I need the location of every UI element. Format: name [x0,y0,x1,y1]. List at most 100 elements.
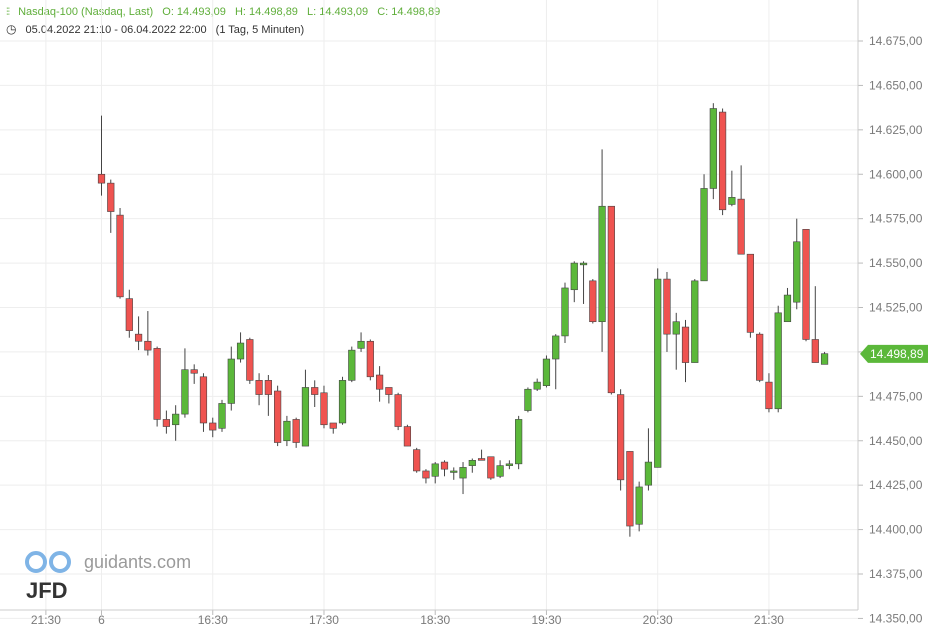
candle-down [746,253,754,338]
candle-body [709,108,717,189]
last-price-marker: 14.498,89 [860,344,928,363]
candle-up [524,387,532,413]
logo-mark-text: JFD [26,578,68,603]
candle-body [589,280,597,323]
candle-body [394,394,402,427]
candle-up [181,348,189,418]
candle-up [820,351,829,365]
candle-down [125,289,133,338]
candle-body [403,426,412,447]
period-range: 05.04.2022 21:10 - 06.04.2022 22:00 [25,24,207,36]
y-tick-label: 14.550,00 [869,256,923,270]
candle-body [199,376,208,424]
chart-grid [0,0,858,619]
candle-down [765,373,773,413]
x-tick-label: 20:30 [643,613,673,627]
candle-body [681,326,690,363]
y-axis: 14.675,00 14.650,00 14.625,00 14.600,00 14.5… [857,0,923,625]
candle-body [793,241,801,303]
candle-body [570,262,578,291]
candle-body [607,205,615,394]
candle-up [552,334,560,390]
candle-body [820,353,829,365]
candle-body [431,463,439,477]
candle-body [162,419,170,427]
candle-body [144,340,152,351]
candle-body [292,419,300,443]
candle-body [477,458,486,461]
candle-body [190,369,198,374]
candle-body [107,182,115,212]
candle-body [97,173,106,184]
candle-down [403,424,412,447]
candle-body [209,422,217,431]
candle-body [283,420,291,442]
candle-down [246,337,254,384]
candle-up [728,170,736,207]
candle-up [468,458,476,473]
candle-up [570,261,578,303]
candles [97,103,829,537]
y-tick-label: 14.375,00 [869,567,923,581]
x-tick-label: 21:30 [754,613,784,627]
candle-body [255,380,263,395]
candle-body [579,262,588,266]
candle-down [718,108,727,216]
candle-body [450,470,458,473]
candle-body [626,451,634,527]
candle-down [329,422,337,434]
candle-body [274,390,282,443]
candle-body [774,312,782,410]
candle-body [635,486,643,525]
candle-down [440,460,449,477]
candle-up [561,282,569,344]
candle-body [644,461,653,486]
candle-up [774,305,782,413]
candle-body [505,463,513,466]
candle-body [756,333,764,381]
instrument-name: Nasdaq-100 (Nasdaq, Last) [18,6,154,18]
candle-up [654,268,662,468]
candle-up [450,467,458,480]
guidants-logo-text: guidants.com [84,552,192,572]
candle-body [338,380,347,424]
candle-body [413,449,421,472]
candle-up [644,428,653,491]
candle-down [802,229,810,342]
candle-body [348,349,356,381]
candle-body [440,461,449,470]
candle-down [385,387,393,404]
open-value: O: 14.493,09 [162,6,226,18]
candle-body [552,335,560,360]
high-value: H: 14.498,89 [234,6,298,18]
candle-body [598,205,606,323]
candle-down [487,456,495,480]
candle-body [718,111,727,211]
candles-icon: ⫶⫶ [6,7,10,18]
clock-icon: ◷ [6,22,17,36]
candle-up [227,346,235,411]
candle-down [320,385,328,429]
candle-body [227,358,235,404]
candle-down [199,373,208,432]
candle-up [301,369,310,447]
candle-up [542,355,551,388]
candle-up [533,378,541,392]
y-tick-label: 14.650,00 [869,78,923,92]
candle-up [505,460,513,470]
x-tick-label: 18:30 [420,613,450,627]
candle-body [654,278,662,468]
candle-down [366,339,374,381]
candle-body [134,333,143,342]
candle-body [728,197,736,205]
candle-down [292,417,300,448]
candle-body [487,456,495,479]
candle-up [283,415,291,447]
x-tick-label: 6 [98,613,105,627]
candle-up [635,481,643,532]
candle-body [746,253,754,333]
candle-body [172,413,180,426]
candle-down [422,469,430,484]
candle-body [617,394,625,481]
